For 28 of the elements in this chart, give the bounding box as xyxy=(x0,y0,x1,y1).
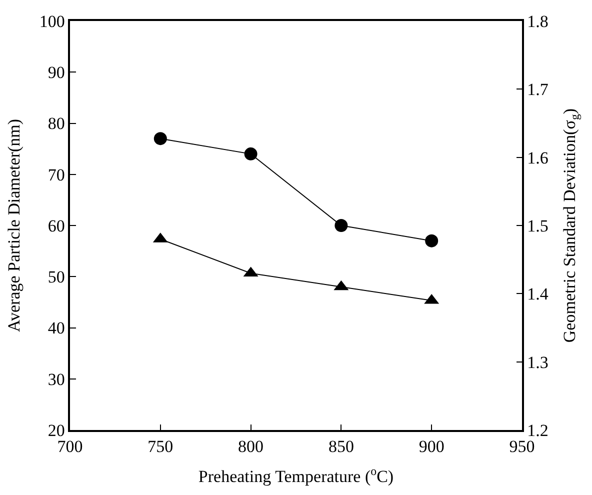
x-tick-label: 800 xyxy=(238,437,264,456)
point xyxy=(154,132,167,146)
x-tick-label: 850 xyxy=(328,437,354,456)
y2-tick-label: 1.7 xyxy=(527,80,549,100)
y2-tick-label: 1.3 xyxy=(527,352,548,372)
x-tick-label: 950 xyxy=(509,437,535,456)
x-tick-label: 900 xyxy=(418,437,444,456)
x-axis-title: Preheating Temperature ($^{o}$C) xyxy=(198,464,394,486)
point xyxy=(244,147,258,160)
y-tick-label: 20 xyxy=(48,420,65,440)
point xyxy=(334,219,348,232)
x-tick-label: 700 xyxy=(57,437,83,456)
y-axis-title: Average Particle Diameter(nm) xyxy=(4,118,24,332)
y2-tick-label: 1.8 xyxy=(527,12,548,31)
y-tick-label: 100 xyxy=(39,12,65,31)
y2-tick-label: 1.4 xyxy=(527,284,549,304)
y-tick-label: 30 xyxy=(48,370,65,389)
y-tick-label: 90 xyxy=(48,63,65,82)
y-tick-label: 80 xyxy=(48,114,65,134)
y-tick-label: 40 xyxy=(48,318,65,338)
y2-tick-label: 1.6 xyxy=(527,148,548,168)
y2-tick-label: 1.2 xyxy=(527,420,548,440)
y2-tick-label: 1.5 xyxy=(527,216,548,236)
y-tick-label: 50 xyxy=(48,268,65,287)
point xyxy=(425,234,438,248)
x-tick-label: 750 xyxy=(148,437,174,456)
y-tick-label: 70 xyxy=(48,165,65,184)
y-tick-label: 60 xyxy=(48,216,65,236)
